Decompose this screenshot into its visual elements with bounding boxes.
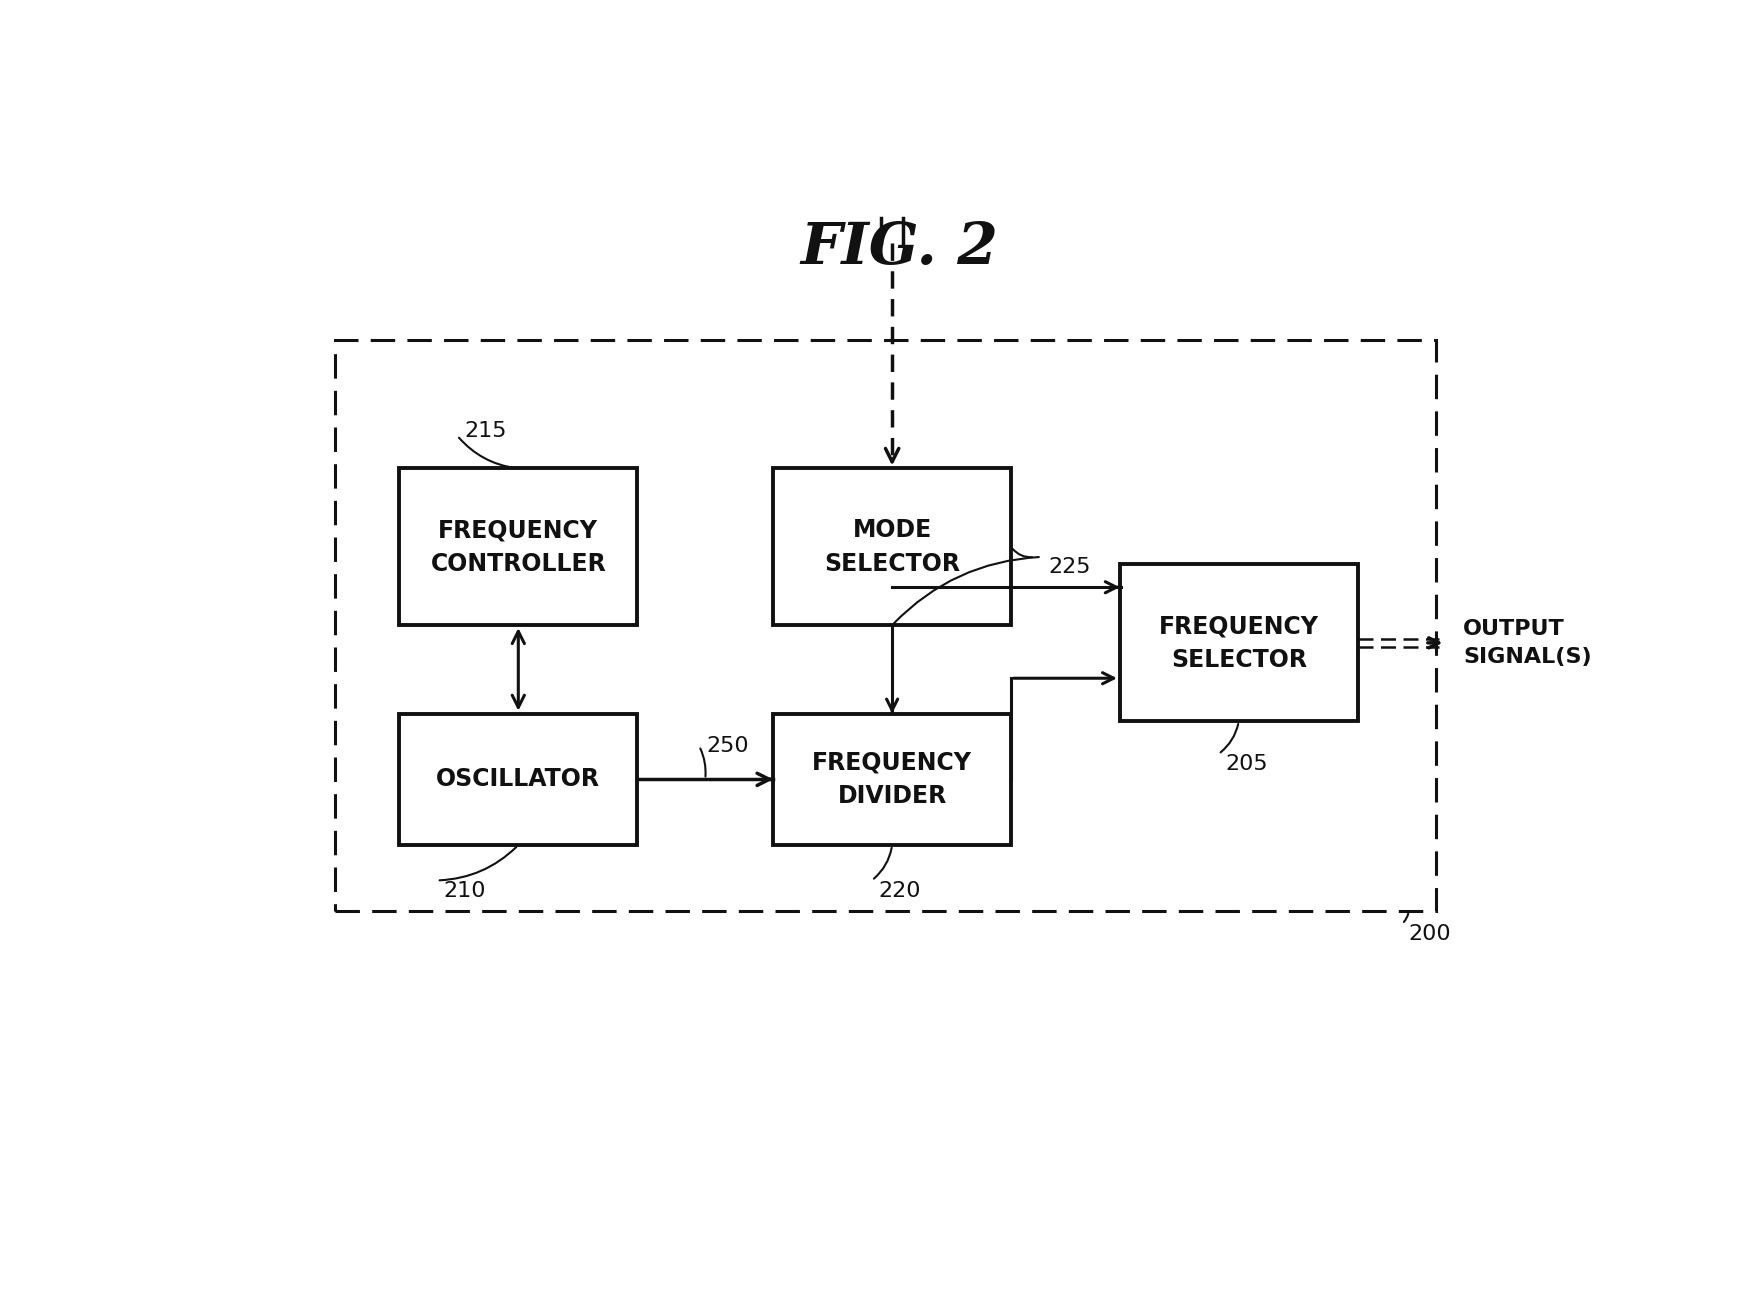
- Text: FREQUENCY
SELECTOR: FREQUENCY SELECTOR: [1159, 614, 1319, 671]
- Bar: [335, 340, 1437, 911]
- Bar: [774, 713, 1010, 846]
- Text: 225: 225: [1049, 557, 1091, 576]
- Text: MODE
SELECTOR: MODE SELECTOR: [824, 519, 959, 575]
- Text: FIG. 2: FIG. 2: [800, 221, 998, 277]
- Text: 210: 210: [444, 881, 486, 901]
- Text: 205: 205: [1226, 754, 1268, 775]
- Bar: [1119, 565, 1358, 721]
- Text: OUTPUT
SIGNAL(S): OUTPUT SIGNAL(S): [1463, 618, 1591, 667]
- Text: OSCILLATOR: OSCILLATOR: [437, 767, 600, 792]
- Text: 215: 215: [463, 420, 507, 441]
- Text: 220: 220: [879, 881, 921, 901]
- Text: FREQUENCY
CONTROLLER: FREQUENCY CONTROLLER: [430, 519, 607, 575]
- Text: 200: 200: [1408, 924, 1451, 944]
- Bar: [400, 713, 637, 846]
- Bar: [400, 469, 637, 625]
- Text: FREQUENCY
DIVIDER: FREQUENCY DIVIDER: [812, 751, 972, 807]
- Text: 250: 250: [705, 737, 749, 756]
- Bar: [774, 469, 1010, 625]
